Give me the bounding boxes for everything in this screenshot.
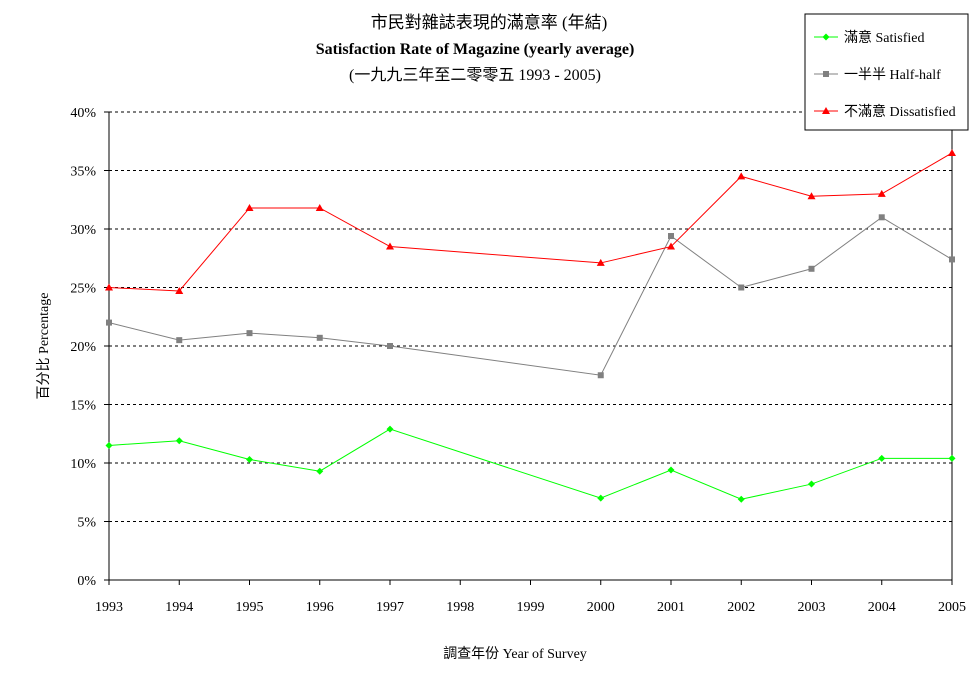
data-point-half <box>246 330 253 337</box>
legend-label-satisfied: 滿意 Satisfied <box>844 29 925 46</box>
y-tick-label: 25% <box>70 282 96 297</box>
data-point-half <box>106 319 112 326</box>
data-point-satisfied <box>808 480 815 488</box>
data-point-half <box>597 372 604 379</box>
x-tick-label: 2000 <box>587 600 615 615</box>
x-tick-label: 2005 <box>938 600 966 615</box>
y-tick-label: 35% <box>70 165 96 180</box>
series-dissatisfied <box>105 148 956 295</box>
chart-subtitle-years: (一九九三年至二零零五 1993 - 2005) <box>349 66 601 84</box>
y-tick-label: 30% <box>70 223 96 238</box>
chart-subtitle: Satisfaction Rate of Magazine (yearly av… <box>316 41 635 58</box>
x-tick-label: 1997 <box>376 600 404 615</box>
y-axis-ticks: 0% 5% 10% 15% 20% 25% 30% 35% 40% <box>70 106 109 589</box>
data-point-half <box>387 343 393 349</box>
series-line-satisfied <box>108 428 952 500</box>
data-point-satisfied <box>737 495 745 503</box>
y-tick-label: 10% <box>70 457 96 472</box>
data-point-satisfied <box>386 425 394 433</box>
data-point-dissatisfied <box>807 192 816 200</box>
data-point-dissatisfied <box>596 258 605 266</box>
y-tick-label: 0% <box>77 574 96 589</box>
x-tick-label: 1993 <box>95 600 123 615</box>
legend-marker-half <box>823 71 829 77</box>
x-tick-label: 1996 <box>306 600 334 615</box>
data-point-half <box>668 233 674 240</box>
data-point-dissatisfied <box>948 148 956 156</box>
data-point-satisfied <box>105 441 113 449</box>
data-point-satisfied <box>316 467 324 475</box>
legend-marker-satisfied <box>822 33 830 41</box>
data-point-dissatisfied <box>245 203 254 211</box>
data-point-half <box>316 334 323 341</box>
legend-label-dissatisfied: 不滿意 Dissatisfied <box>844 103 956 120</box>
data-point-satisfied <box>667 466 675 474</box>
data-point-half <box>878 214 885 221</box>
x-tick-label: 2002 <box>727 600 755 615</box>
data-point-dissatisfied <box>175 287 184 295</box>
x-tick-label: 2004 <box>868 600 896 615</box>
y-tick-label: 5% <box>77 516 96 531</box>
legend-marker-dissatisfied <box>822 107 830 114</box>
data-point-dissatisfied <box>737 172 746 180</box>
data-point-dissatisfied <box>105 283 113 291</box>
series-layer <box>105 148 956 503</box>
data-point-dissatisfied <box>667 242 675 250</box>
data-point-dissatisfied <box>315 203 324 211</box>
x-tick-label: 1999 <box>517 600 545 615</box>
data-point-satisfied <box>246 455 253 463</box>
chart-title: 市民對雜誌表現的滿意率 (年結) <box>371 13 608 32</box>
x-tick-label: 1998 <box>446 600 474 615</box>
x-tick-label: 1995 <box>236 600 264 615</box>
data-point-satisfied <box>597 494 605 502</box>
y-tick-label: 20% <box>70 340 96 355</box>
series-line-half <box>108 216 953 376</box>
data-point-half <box>808 265 815 272</box>
series-satisfied <box>105 425 956 503</box>
data-point-satisfied <box>948 454 956 462</box>
data-point-dissatisfied <box>877 189 886 197</box>
x-tick-label: 1994 <box>165 600 193 615</box>
data-point-half <box>738 284 745 291</box>
y-tick-label: 15% <box>70 399 96 414</box>
x-axis-title: 調查年份 Year of Survey <box>443 646 587 662</box>
x-tick-label: 2001 <box>657 600 685 615</box>
gridlines <box>109 111 952 522</box>
data-point-dissatisfied <box>386 242 394 250</box>
series-half <box>106 214 955 379</box>
data-point-satisfied <box>175 437 183 445</box>
y-axis-title: 百分比 Percentage <box>36 293 52 400</box>
data-point-satisfied <box>878 454 886 462</box>
legend-label-half: 一半半 Half-half <box>844 67 941 83</box>
series-line-dissatisfied <box>108 152 953 292</box>
x-tick-label: 2003 <box>798 600 826 615</box>
data-point-half <box>176 337 183 344</box>
y-tick-label: 40% <box>70 106 96 121</box>
legend: 滿意 Satisfied 一半半 Half-half 不滿意 Dissatisfie… <box>804 13 969 131</box>
x-axis-ticks: 1993 1994 1995 1996 1997 1998 1999 2000 2001 2002… <box>95 580 966 615</box>
data-point-half <box>949 256 955 263</box>
